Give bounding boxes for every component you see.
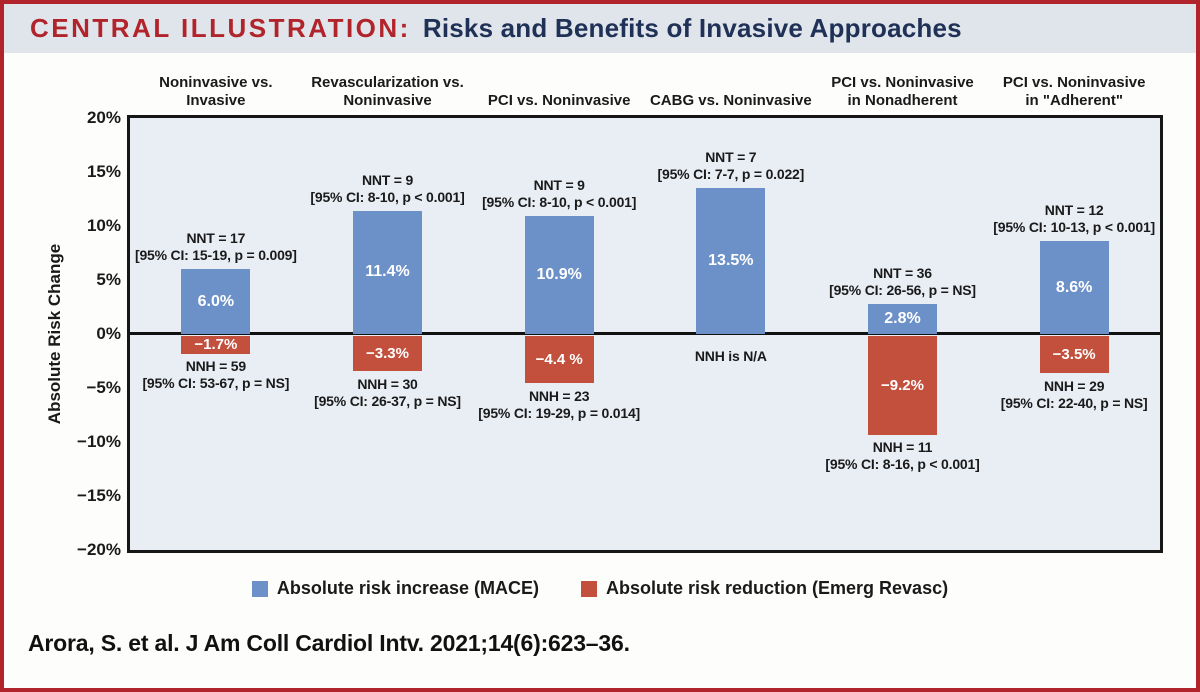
column-header-line: Noninvasive vs. [159,74,273,91]
nnt-annotation: NNT = 17 [95% CI: 15-19, p = 0.009] [101,230,331,264]
nnt-line: NNT = 9 [361,171,414,188]
nnt-line: NNT = 36 [873,264,932,281]
y-tick-label: 15% [86,162,121,181]
legend-label: Absolute risk reduction (Emerg Revasc) [605,578,949,598]
nnt-line: [95% CI: 26-56, p = NS] [829,281,976,298]
zero-baseline [130,332,1160,335]
title-band: CENTRAL ILLUSTRATION: Risks and Benefits… [4,4,1196,53]
legend: Absolute risk increase (MACE) Absolute ri… [4,578,1196,599]
plot-area: 6.0% NNT = 17 [95% CI: 15-19, p = 0.009] −1… [127,115,1163,553]
nnh-annotation: NNH = 59 [95% CI: 53-67, p = NS] [101,358,331,392]
nnt-line: NNT = 9 [533,177,585,194]
column-header-line: PCI vs. Noninvasive [1002,74,1146,91]
nnh-line: NNH is N/A [694,348,767,364]
y-tick-label: −15% [77,486,121,505]
nnt-line: [95% CI: 8-10, p < 0.001] [310,188,465,205]
column-header-line: Revascularization vs. [311,74,464,91]
nnh-annotation: NNH = 29 [95% CI: 22-40, p = NS] [959,378,1189,412]
nnh-annotation: NNH = 11 [95% CI: 8-16, p < 0.001] [788,439,1018,473]
y-tick-label: 5% [96,270,121,289]
nnt-annotation: NNT = 9 [95% CI: 8-10, p < 0.001] [273,172,503,206]
increase-bar: 8.6% [1039,241,1109,334]
column-header-line: CABG vs. Noninvasive [649,92,812,109]
nnh-line: NNH = 29 [1044,377,1105,394]
column-header: PCI vs. Noninvasive in "Adherent" [969,74,1179,110]
y-tick-label: −10% [77,432,121,451]
column-header: PCI vs. Noninvasive in Nonadherent [798,74,1008,110]
legend-item: Absolute risk increase (MACE) [251,578,539,599]
nnh-annotation: NNH = 23 [95% CI: 19-29, p = 0.014] [444,388,674,422]
nnt-annotation: NNT = 36 [95% CI: 26-56, p = NS] [788,265,1018,299]
increase-bar: 11.4% [353,210,422,334]
reduction-bar: −1.7% [181,335,251,354]
nnt-line: NNT = 17 [186,230,246,247]
y-tick-label: −5% [86,378,122,397]
column-header-line: in Nonadherent [847,92,958,109]
increase-bar: 6.0% [181,269,251,334]
legend-swatch [251,580,268,597]
legend-item: Absolute risk reduction (Emerg Revasc) [580,578,949,599]
nnh-line: NNH = 30 [357,375,418,392]
legend-swatch [580,580,597,597]
nnh-line: [95% CI: 8-16, p < 0.001] [825,456,980,473]
nnh-annotation: NNH is N/A [616,348,846,365]
nnt-annotation: NNT = 7 [95% CI: 7-7, p = 0.022] [616,149,846,183]
nnh-line: [95% CI: 26-37, p = NS] [314,392,461,409]
legend-label: Absolute risk increase (MACE) [276,578,539,598]
column-header: PCI vs. Noninvasive [454,92,664,110]
increase-bar: 10.9% [524,216,594,334]
reduction-bar: −4.4 % [524,335,594,384]
y-tick-label: −20% [77,540,121,559]
nnt-annotation: NNT = 12 [95% CI: 10-13, p < 0.001] [959,202,1189,236]
nnt-annotation: NNT = 9 [95% CI: 8-10, p < 0.001] [444,177,674,211]
y-tick-label: 10% [86,216,121,235]
nnt-line: [95% CI: 8-10, p < 0.001] [482,194,637,211]
nnh-line: NNH = 11 [872,439,933,456]
nnt-line: NNT = 12 [1044,202,1104,219]
nnh-line: [95% CI: 53-67, p = NS] [142,375,290,392]
y-tick-label: 0% [96,324,121,343]
increase-bar: 2.8% [868,303,937,334]
reduction-bar: −3.3% [353,335,422,372]
column-header-line: Noninvasive [343,92,432,109]
column-header: Revascularization vs. Noninvasive [283,74,493,110]
reduction-bar: −3.5% [1039,335,1109,374]
column-header: Noninvasive vs. Invasive [111,74,321,110]
nnt-line: [95% CI: 15-19, p = 0.009] [134,247,297,264]
column-header-line: PCI vs. Noninvasive [831,74,974,91]
column-header-line: in "Adherent" [1025,92,1123,109]
y-tick-label: 20% [86,108,121,127]
nnh-annotation: NNH = 30 [95% CI: 26-37, p = NS] [273,376,503,410]
nnt-line: [95% CI: 10-13, p < 0.001] [993,219,1156,236]
nnh-line: NNH = 59 [185,358,246,375]
increase-bar: 13.5% [696,188,766,334]
reduction-bar: −9.2% [868,335,937,435]
title-prefix: CENTRAL ILLUSTRATION: [30,13,411,43]
nnt-line: [95% CI: 7-7, p = 0.022] [657,166,805,183]
nnt-line: NNT = 7 [705,149,757,166]
nnh-line: NNH = 23 [529,387,590,404]
citation: Arora, S. et al. J Am Coll Cardiol Intv.… [28,630,630,656]
column-header-line: Invasive [186,92,246,109]
nnh-line: [95% CI: 22-40, p = NS] [1000,394,1148,411]
column-header-line: PCI vs. Noninvasive [487,92,631,109]
page-title: Risks and Benefits of Invasive Approache… [422,13,962,43]
column-header: CABG vs. Noninvasive [626,92,836,110]
nnh-line: [95% CI: 19-29, p = 0.014] [478,404,641,421]
